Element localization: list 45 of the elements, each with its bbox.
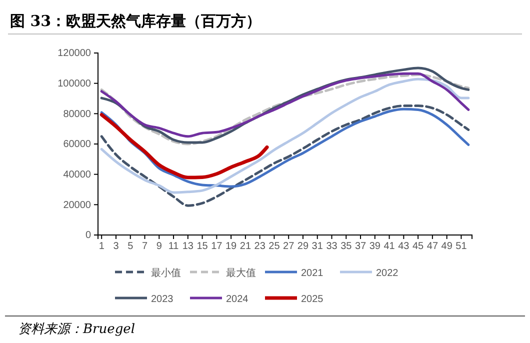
line-series (100, 112, 269, 180)
x-tick-label: 3 (113, 241, 120, 252)
legend-label: 2025 (301, 294, 324, 305)
x-tick-label: 9 (156, 241, 162, 252)
legend-label: 2024 (226, 294, 249, 305)
x-tick-label: 1 (98, 241, 105, 252)
x-tick-label: 21 (240, 241, 252, 252)
x-tick-label: 49 (441, 241, 453, 252)
x-tick-label: 33 (326, 241, 338, 252)
x-tick-label: 27 (283, 241, 295, 252)
x-tick-label: 7 (142, 241, 148, 252)
x-tick-label: 37 (354, 241, 367, 252)
y-tick-label: 20000 (63, 200, 92, 211)
y-tick-label: 0 (85, 230, 92, 242)
text: 资料来源：Bruegel (18, 322, 136, 337)
legend-label: 最小值 (151, 267, 181, 279)
y-tick-label: 120000 (58, 48, 92, 60)
y-tick-label: 100000 (58, 78, 92, 90)
y-tick-label: 40000 (63, 170, 92, 181)
y-tick-label: 80000 (63, 108, 92, 120)
x-tick-label: 5 (128, 241, 134, 252)
x-tick-label: 45 (412, 241, 424, 252)
x-tick-label: 29 (297, 241, 309, 252)
y-tick-label: 60000 (63, 139, 92, 150)
x-tick-label: 23 (254, 241, 266, 252)
legend-label: 2023 (151, 294, 174, 305)
x-tick-label: 31 (312, 241, 324, 252)
legend-label: 最大值 (226, 267, 256, 279)
x-tick-label: 39 (369, 241, 381, 252)
x-tick-label: 51 (456, 241, 468, 252)
x-tick-label: 15 (196, 241, 208, 252)
line-series (100, 104, 470, 207)
x-tick-label: 47 (426, 241, 438, 252)
x-tick-label: 11 (168, 241, 180, 252)
x-tick-label: 13 (182, 241, 194, 252)
legend-label: 2022 (376, 268, 399, 279)
chart-title: 图 33：欧盟天然气库存量（百万方） (10, 12, 262, 30)
x-tick-label: 25 (268, 241, 280, 252)
x-tick-label: 43 (398, 241, 410, 252)
x-tick-label: 41 (384, 241, 396, 252)
x-tick-label: 17 (211, 241, 223, 252)
line-series (100, 78, 470, 194)
x-tick-label: 35 (340, 241, 352, 252)
legend-label: 2021 (301, 268, 324, 279)
x-tick-label: 19 (225, 241, 238, 252)
